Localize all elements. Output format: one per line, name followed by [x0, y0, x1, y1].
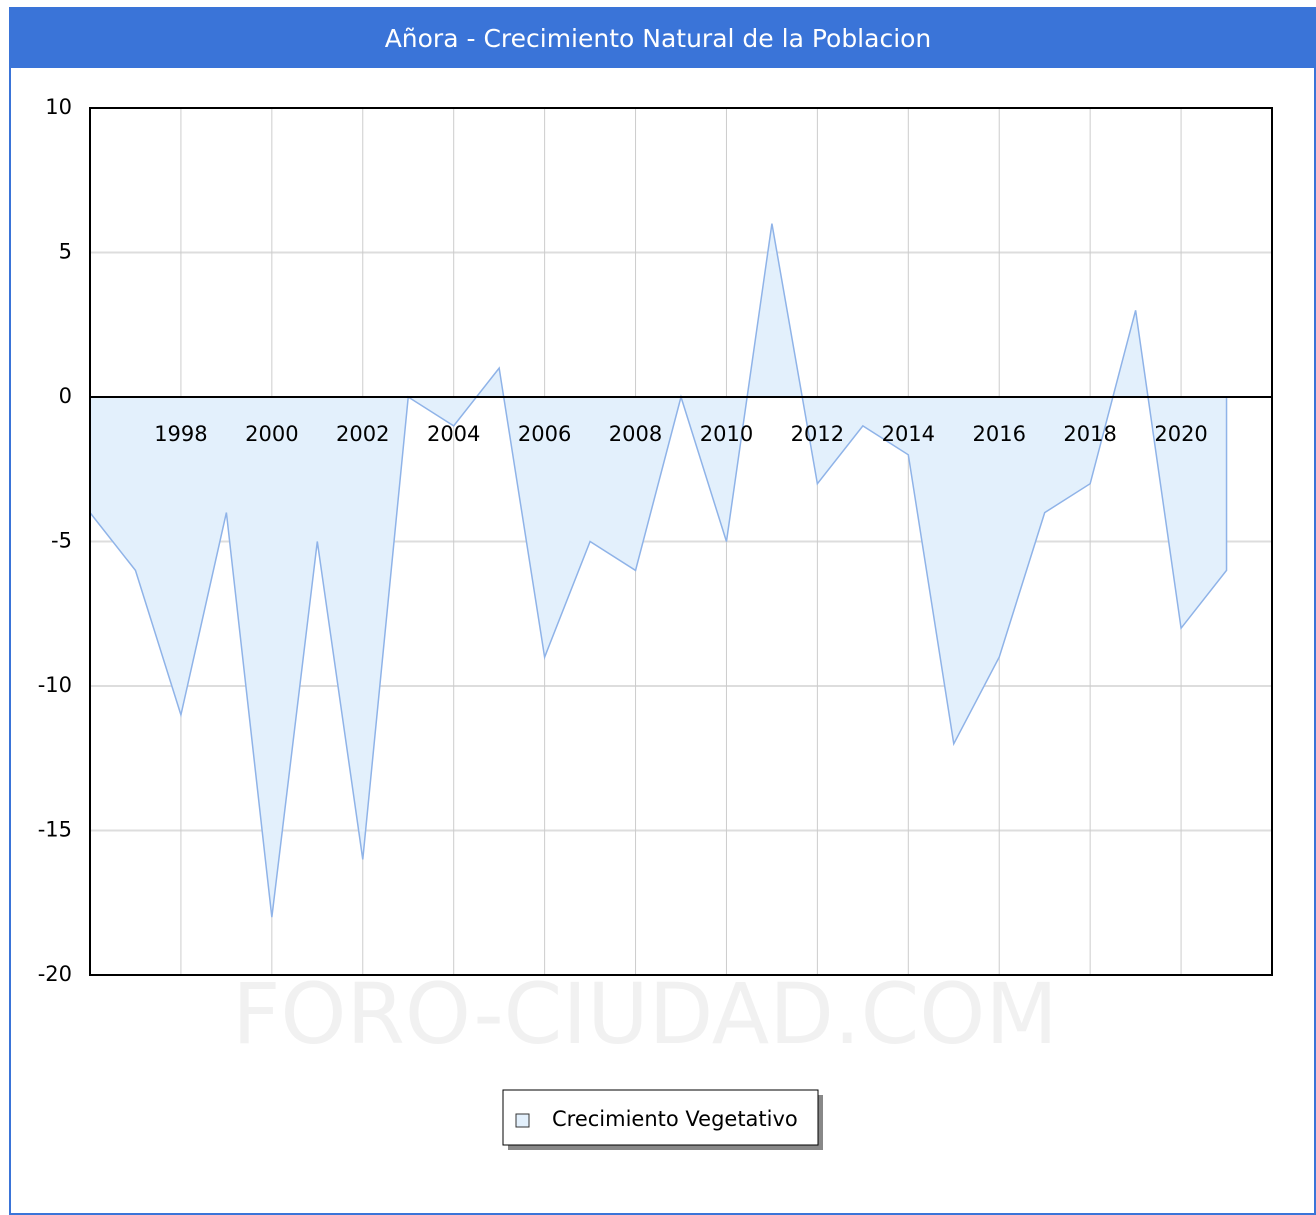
- x-tick-label: 2010: [700, 422, 753, 446]
- y-tick-label: -15: [38, 818, 72, 842]
- y-tick-label: -5: [51, 529, 72, 553]
- title-bar: [10, 8, 1316, 68]
- x-tick-label: 2018: [1063, 422, 1116, 446]
- y-tick-label: 10: [45, 95, 72, 119]
- y-tick-label: 0: [59, 384, 72, 408]
- x-tick-label: 2006: [518, 422, 571, 446]
- y-tick-label: -10: [38, 673, 72, 697]
- chart-title: Añora - Crecimiento Natural de la Poblac…: [385, 24, 932, 53]
- x-tick-label: 2004: [427, 422, 480, 446]
- legend-label: Crecimiento Vegetativo: [552, 1107, 798, 1131]
- watermark: FORO-CIUDAD.COM: [232, 965, 1058, 1063]
- x-tick-label: 1998: [154, 422, 207, 446]
- x-tick-label: 2002: [336, 422, 389, 446]
- x-tick-label: 2008: [609, 422, 662, 446]
- legend-box: [502, 1089, 819, 1146]
- x-tick-label: 2000: [245, 422, 298, 446]
- legend-swatch: [515, 1113, 530, 1128]
- plot-border: [89, 107, 1273, 976]
- y-tick-label: -20: [38, 962, 72, 986]
- x-tick-label: 2014: [882, 422, 935, 446]
- x-tick-label: 2020: [1154, 422, 1207, 446]
- x-tick-label: 2016: [973, 422, 1026, 446]
- y-tick-label: 5: [59, 240, 72, 264]
- x-tick-label: 2012: [791, 422, 844, 446]
- frame: [9, 7, 1316, 1215]
